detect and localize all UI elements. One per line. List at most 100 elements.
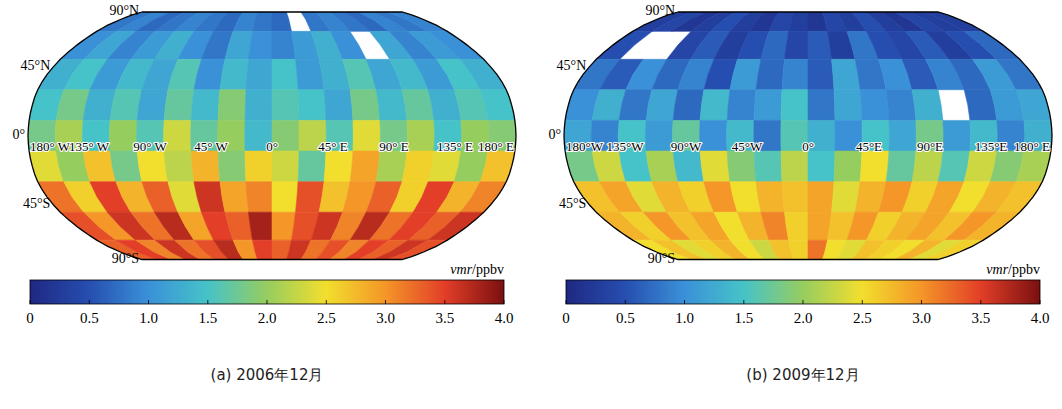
cell — [808, 182, 834, 212]
colorbar-tick-label: 0 — [562, 310, 570, 326]
cell — [428, 31, 484, 59]
cell — [480, 90, 515, 121]
colorbar-tick — [207, 300, 208, 304]
cell — [164, 120, 191, 151]
colorbar-tick-label: 3.0 — [912, 310, 931, 326]
lon-label: 180° E — [1014, 139, 1050, 154]
colorbar-tick — [504, 300, 505, 304]
cell — [164, 151, 194, 182]
cell — [673, 151, 704, 182]
map-background — [28, 12, 516, 260]
cell — [350, 151, 380, 182]
lon-label: 90° E — [379, 139, 408, 154]
colorbar-tick-label: 3.0 — [376, 310, 395, 326]
colorbar-label-part: /ppbv — [1008, 262, 1040, 277]
colorbar-tick-label: 1.0 — [139, 310, 158, 326]
map-outline — [28, 12, 516, 260]
colorbar-tick-label: 0.5 — [80, 310, 99, 326]
lat-label: 90°S — [112, 251, 139, 266]
colorbar-tick — [625, 300, 626, 304]
cell — [860, 90, 889, 121]
cell — [245, 151, 272, 182]
colorbar-tick — [684, 300, 685, 304]
cell — [784, 31, 808, 59]
cell — [110, 90, 142, 121]
lon-label: 45° E — [318, 139, 347, 154]
colorbar-tick — [803, 300, 804, 304]
cell — [781, 151, 808, 182]
cells — [564, 12, 1052, 260]
figure: 90°N45°N0°45°S90°S180° W135° W90° W45° W… — [0, 0, 1062, 409]
cell — [727, 151, 756, 182]
colorbar-tick-label: 2.0 — [794, 310, 813, 326]
lon-label: 135°E — [975, 139, 1008, 154]
colorbar-tick — [89, 300, 90, 304]
panel: 90°N45°N0°45°S90°S180°W135°W90°W45°W0°45… — [548, 3, 1052, 384]
colorbar-tick — [862, 300, 863, 304]
lon-label: 135°W — [607, 139, 645, 154]
cell — [781, 90, 808, 121]
lat-label: 45°S — [23, 196, 50, 211]
colorbar-tick-label: 0 — [26, 310, 34, 326]
cell — [1016, 90, 1051, 121]
lon-label: 135° E — [437, 139, 473, 154]
lon-label: 180° W — [30, 139, 71, 154]
lon-label: 45°E — [856, 139, 882, 154]
cell — [272, 151, 299, 182]
colorbar-label-part: vmr — [450, 262, 472, 277]
cell — [272, 59, 298, 89]
lat-label: 45°S — [559, 196, 586, 211]
colorbar-scale — [30, 280, 504, 304]
colorbar-tick — [326, 300, 327, 304]
cell — [376, 90, 407, 121]
colorbar-tick — [385, 300, 386, 304]
cell — [646, 151, 678, 182]
colorbar-tick-label: 1.0 — [675, 310, 694, 326]
lat-label: 0° — [12, 127, 25, 142]
cell — [761, 212, 789, 240]
cell — [218, 151, 246, 182]
cell — [246, 59, 272, 89]
cell — [727, 90, 756, 121]
cell — [834, 90, 862, 121]
colorbar-tick — [444, 300, 445, 304]
panel: 90°N45°N0°45°S90°S180° W135° W90° W45° W… — [12, 3, 516, 384]
cell — [225, 212, 253, 240]
colorbar-scale — [566, 280, 1040, 304]
cell — [387, 12, 447, 31]
cell — [808, 59, 834, 89]
cells — [28, 12, 516, 260]
cell — [376, 151, 407, 182]
cell — [808, 90, 835, 121]
lat-label: 45°N — [557, 58, 587, 73]
cell — [298, 90, 326, 121]
panel-caption: (a) 2006年12月 — [211, 366, 324, 384]
cell — [137, 151, 168, 182]
colorbar-tick — [921, 300, 922, 304]
cell — [164, 90, 194, 121]
cell — [889, 120, 916, 151]
cell — [789, 12, 808, 31]
cell — [191, 90, 220, 121]
cell — [912, 90, 943, 121]
cell — [225, 31, 253, 59]
cell — [761, 31, 789, 59]
cell — [782, 182, 808, 212]
cell — [428, 212, 484, 240]
colorbar-tick-label: 2.5 — [317, 310, 336, 326]
colorbar: 00.51.01.52.02.53.03.54.0vmr/ppbv — [562, 262, 1049, 326]
colorbar-tick-label: 1.5 — [734, 310, 753, 326]
cell — [246, 182, 272, 212]
lon-label: 0° — [802, 139, 814, 154]
cell — [886, 90, 916, 121]
cell — [645, 120, 673, 151]
cell — [110, 151, 142, 182]
colorbar-tick-label: 2.5 — [853, 310, 872, 326]
cell — [350, 90, 380, 121]
colorbar-label-part: vmr — [986, 262, 1008, 277]
lon-label: 180°W — [566, 139, 604, 154]
cell — [137, 90, 168, 121]
map-outline — [564, 12, 1052, 260]
colorbar-tick-label: 1.5 — [198, 310, 217, 326]
cell — [253, 240, 272, 259]
